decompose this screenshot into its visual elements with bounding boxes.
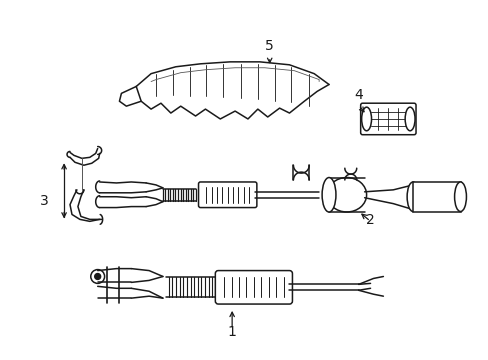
FancyBboxPatch shape [360, 103, 415, 135]
Text: 1: 1 [227, 325, 236, 338]
Ellipse shape [407, 182, 418, 212]
Circle shape [95, 274, 101, 279]
Ellipse shape [454, 182, 466, 212]
Text: 3: 3 [40, 194, 49, 208]
Text: 4: 4 [354, 88, 362, 102]
FancyBboxPatch shape [412, 182, 460, 212]
FancyBboxPatch shape [198, 182, 256, 208]
Circle shape [91, 270, 104, 283]
Ellipse shape [326, 177, 366, 212]
Text: 5: 5 [265, 39, 274, 53]
Ellipse shape [322, 177, 335, 212]
Text: 2: 2 [366, 213, 374, 227]
Ellipse shape [405, 107, 414, 131]
Ellipse shape [361, 107, 371, 131]
FancyBboxPatch shape [215, 271, 292, 304]
